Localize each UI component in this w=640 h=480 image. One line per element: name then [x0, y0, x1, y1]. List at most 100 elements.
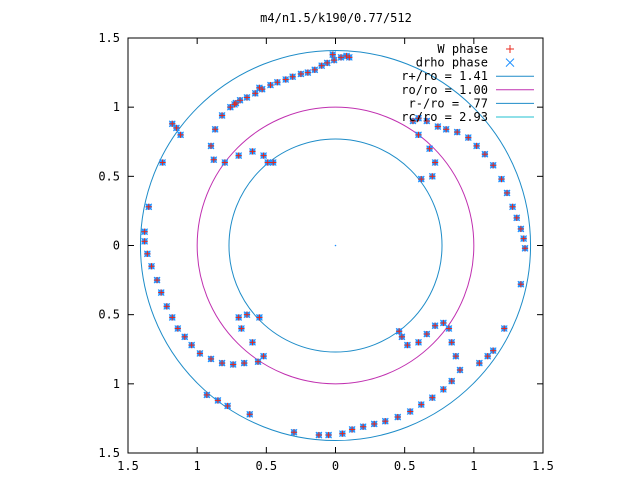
w-point	[498, 176, 505, 183]
legend-label: W phase	[437, 42, 488, 56]
w-point	[448, 378, 455, 385]
w-point	[243, 311, 250, 318]
legend-x-b	[505, 58, 515, 67]
x-tick-label: 1	[194, 459, 201, 473]
w-point	[238, 325, 245, 332]
w-point	[501, 325, 508, 332]
y-tick-label: 1	[113, 100, 120, 114]
axis-ticks: 1.5 1 0.5 0 0.5 1 1.51.510.500.511.5	[98, 31, 554, 473]
w-point	[343, 52, 350, 59]
w-point	[339, 430, 346, 437]
w-point	[224, 402, 231, 409]
w-point	[443, 126, 450, 133]
data-points	[141, 51, 529, 439]
w-point	[163, 303, 170, 310]
w-point	[329, 51, 336, 58]
circle-r--ro	[228, 138, 443, 353]
w-point	[203, 391, 210, 398]
legend-label: drho phase	[416, 56, 488, 70]
w-point	[219, 360, 226, 367]
w-point	[445, 325, 452, 332]
w-point	[208, 142, 214, 149]
w-point	[237, 97, 244, 104]
w-point	[448, 339, 455, 346]
w-point	[255, 358, 262, 365]
w-point	[264, 159, 271, 166]
w-point	[484, 353, 491, 360]
w-point	[325, 432, 332, 439]
w-point	[452, 353, 459, 360]
w-point	[360, 423, 367, 430]
w-point	[429, 173, 436, 180]
w-point	[282, 76, 289, 83]
x-tick-label: 0	[332, 459, 339, 473]
w-point	[382, 418, 389, 425]
w-point	[173, 124, 180, 131]
w-point	[246, 411, 253, 418]
w-point	[235, 314, 242, 321]
legend-label: rc/ro = 2.93	[401, 110, 488, 124]
legend-label: r-/ro = .77	[409, 96, 488, 110]
w-point	[454, 129, 461, 136]
w-point	[260, 152, 267, 159]
x-tick-label: 1.5	[117, 459, 139, 473]
center-dot	[334, 244, 337, 247]
w-point	[169, 120, 176, 127]
w-point	[418, 176, 425, 183]
w-point	[174, 325, 181, 332]
w-point	[159, 159, 166, 166]
y-tick-label: 0.5	[98, 308, 120, 322]
w-point	[429, 394, 436, 401]
w-point	[490, 347, 497, 354]
w-point	[267, 82, 274, 89]
w-point	[520, 235, 527, 242]
w-point	[235, 152, 242, 159]
w-point	[404, 342, 411, 349]
w-point	[274, 79, 281, 86]
w-point	[144, 250, 151, 257]
w-point	[396, 328, 403, 335]
w-point	[311, 66, 318, 73]
w-point	[315, 432, 322, 439]
legend-label: r+/ro = 1.41	[401, 69, 488, 83]
w-point	[252, 90, 259, 97]
w-point	[509, 203, 516, 210]
w-point	[145, 203, 152, 210]
w-point	[232, 100, 239, 107]
w-point	[324, 59, 331, 66]
w-point	[409, 118, 416, 124]
w-point	[141, 238, 148, 245]
w-point	[231, 101, 238, 108]
w-point	[481, 151, 488, 158]
w-point	[398, 333, 405, 340]
w-point	[423, 118, 430, 124]
w-point	[260, 353, 267, 360]
w-point	[432, 322, 439, 329]
w-point	[210, 156, 217, 163]
w-point	[415, 339, 422, 346]
w-point	[517, 225, 524, 232]
y-tick-label: 1.5	[98, 446, 120, 460]
x-tick-label: 1.5	[532, 459, 554, 473]
w-point	[394, 414, 401, 421]
w-point	[476, 360, 483, 367]
w-point	[434, 123, 441, 130]
y-tick-label: 1	[113, 377, 120, 391]
w-point	[457, 367, 463, 373]
w-point	[440, 319, 447, 326]
w-point	[270, 159, 277, 166]
x-tick-label: 1	[470, 459, 477, 473]
w-point	[465, 134, 472, 141]
w-point	[371, 420, 378, 427]
w-point	[440, 386, 447, 393]
w-point	[249, 339, 256, 346]
w-point	[243, 94, 250, 101]
w-point	[338, 54, 345, 61]
y-tick-label: 0.5	[98, 169, 120, 183]
w-point	[318, 62, 325, 69]
w-point	[256, 84, 263, 91]
w-point	[249, 148, 256, 155]
w-point	[291, 429, 297, 436]
